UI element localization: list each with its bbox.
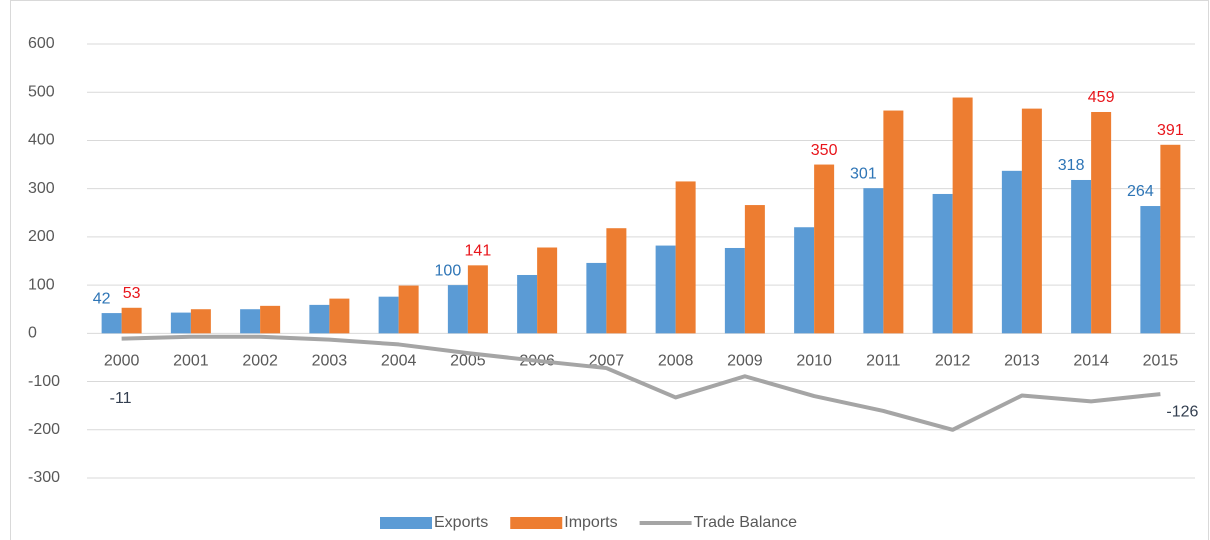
x-tick-label: 2004 [381, 353, 417, 370]
bar [952, 97, 973, 334]
y-tick-label: 300 [28, 180, 55, 197]
data-label: -11 [110, 390, 132, 407]
bar [240, 309, 261, 334]
line [121, 334, 1161, 432]
bar [329, 298, 350, 334]
bar [606, 228, 627, 334]
y-tick-label: -300 [28, 469, 60, 486]
x-tick-label: 2011 [866, 353, 901, 370]
bar [537, 247, 558, 334]
bar [655, 245, 676, 334]
bar [932, 193, 953, 334]
x-tick-label: 2014 [1073, 353, 1109, 370]
bar [1071, 179, 1092, 334]
bar [863, 188, 884, 334]
data-label: 350 [811, 142, 838, 159]
bar [309, 304, 330, 334]
bar [675, 181, 696, 334]
bar [121, 307, 142, 334]
x-tick-label: 2008 [658, 353, 694, 370]
data-label: 42 [93, 290, 111, 307]
x-tick-label: 2003 [312, 353, 348, 370]
x-tick-label: 2013 [1004, 353, 1040, 370]
y-tick-label: 500 [28, 83, 55, 100]
bar [398, 285, 419, 334]
data-label: 391 [1157, 122, 1184, 139]
x-tick-label: 2010 [796, 353, 832, 370]
x-tick-label: 2015 [1143, 353, 1179, 370]
y-tick-label: 0 [28, 325, 37, 342]
bar [794, 227, 815, 334]
x-tick-label: 2009 [727, 353, 763, 370]
legend-swatch [380, 517, 432, 529]
x-tick-label: 2001 [173, 353, 209, 370]
data-label: 141 [465, 243, 492, 260]
y-tick-label: 200 [28, 228, 55, 245]
bar [467, 265, 488, 334]
legend-label: Exports [434, 514, 488, 531]
legend-label: Imports [564, 514, 617, 531]
bar [586, 262, 607, 334]
y-tick-label: 400 [28, 132, 55, 149]
bar [101, 313, 122, 334]
data-label: 301 [850, 165, 877, 182]
bar [447, 285, 468, 334]
bar [1001, 170, 1022, 334]
x-tick-label: 2002 [242, 353, 278, 370]
bar [517, 274, 538, 334]
bar [1021, 108, 1042, 334]
bar [883, 110, 904, 334]
x-tick-label: 2012 [935, 353, 971, 370]
bar [744, 205, 765, 334]
data-label: 459 [1088, 89, 1115, 106]
data-label: 264 [1127, 183, 1154, 200]
data-label: -126 [1166, 403, 1198, 420]
bar [260, 305, 281, 334]
x-tick-label: 2005 [450, 353, 486, 370]
y-tick-label: 100 [28, 276, 55, 293]
data-label: 53 [123, 285, 141, 302]
bar [190, 309, 211, 334]
chart-border [10, 0, 1209, 540]
bar [1160, 144, 1181, 334]
bar [1140, 206, 1161, 334]
y-tick-label: -100 [28, 373, 60, 390]
y-tick-label: 600 [28, 35, 55, 52]
bar [814, 164, 835, 334]
y-tick-label: -200 [28, 421, 60, 438]
bar [724, 247, 745, 334]
data-label: 100 [435, 262, 462, 279]
bar [170, 312, 191, 334]
data-label: 318 [1058, 157, 1085, 174]
legend-swatch [510, 517, 563, 529]
x-tick-label: 2000 [104, 353, 140, 370]
bar [1091, 111, 1112, 334]
legend-label: Trade Balance [694, 514, 798, 531]
bar [378, 296, 399, 334]
